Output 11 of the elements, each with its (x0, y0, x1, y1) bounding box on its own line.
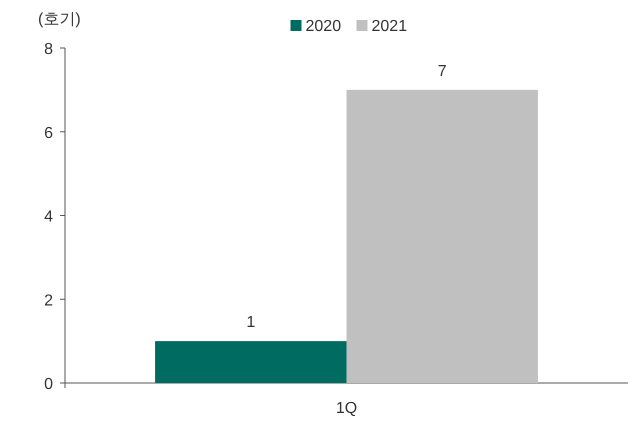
y-axis-title: (호기) (38, 11, 81, 28)
y-tick-label: 2 (44, 292, 54, 310)
y-tick-label: 0 (44, 376, 54, 393)
y-tick-label: 6 (44, 124, 54, 142)
x-tick-label: 1Q (336, 400, 358, 417)
data-label: 7 (438, 62, 447, 80)
y-tick-label: 8 (44, 41, 54, 58)
y-tick-label: 4 (44, 208, 54, 226)
legend-label: 2020 (306, 18, 342, 35)
data-label: 1 (246, 314, 256, 332)
legend-label: 2021 (372, 18, 408, 35)
